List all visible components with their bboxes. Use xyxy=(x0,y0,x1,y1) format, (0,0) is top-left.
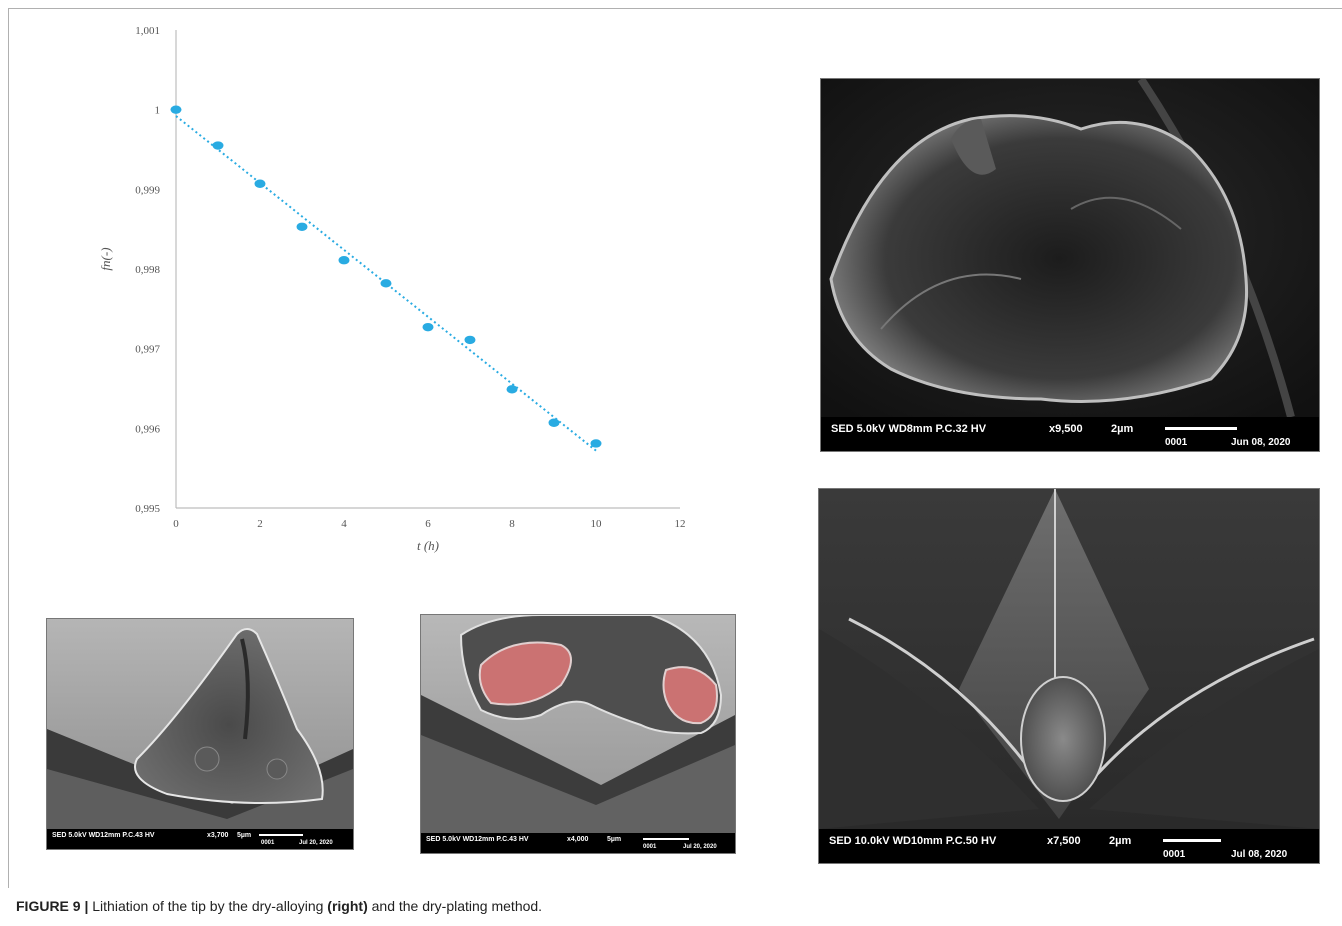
sem-magnification: x3,700 xyxy=(207,832,229,839)
x-axis-label: t (h) xyxy=(417,538,439,553)
sem-image-bottom-right: SED 10.0kV WD10mm P.C.50 HV x7,500 2µm 0… xyxy=(818,488,1320,864)
sem-image-bottom-middle: SED 5.0kV WD12mm P.C.43 HV x4,000 5µm 00… xyxy=(420,614,736,854)
sem-scale-label: 5µm xyxy=(237,832,252,839)
data-point xyxy=(548,418,560,427)
y-tick-label: 0,998 xyxy=(135,264,160,276)
sem-image-top-right: SED 5.0kV WD8mm P.C.32 HV x9,500 2µm 000… xyxy=(820,78,1320,452)
figure-frame xyxy=(8,8,1342,888)
sem-magnification: x9,500 xyxy=(1049,423,1083,435)
data-point xyxy=(422,322,434,332)
data-point xyxy=(506,385,518,394)
y-tick-label: 0,997 xyxy=(135,344,160,356)
sem-date: Jul 20, 2020 xyxy=(683,844,717,850)
caption-bold-text: (right) xyxy=(327,898,368,914)
caption-text-before: Lithiation of the tip by the dry-alloyin… xyxy=(88,898,328,914)
x-tick-label: 6 xyxy=(425,518,431,530)
sem-date: Jun 08, 2020 xyxy=(1231,437,1291,448)
data-point xyxy=(170,105,182,114)
sem-image-number: 0001 xyxy=(1165,437,1188,448)
sem-info-bar: SED 5.0kV WD8mm P.C.32 HV x9,500 2µm 000… xyxy=(821,417,1319,451)
sem-image-number: 0001 xyxy=(1163,849,1186,860)
scale-bar xyxy=(1163,839,1221,842)
x-tick-label: 4 xyxy=(341,518,347,530)
x-tick-label: 12 xyxy=(675,518,686,530)
sem-image-number: 0001 xyxy=(643,844,657,850)
data-point xyxy=(590,439,602,448)
scale-bar xyxy=(643,838,689,840)
data-point xyxy=(380,279,392,288)
sem-micrograph-tip xyxy=(819,489,1319,829)
sem-info-bar: SED 10.0kV WD10mm P.C.50 HV x7,500 2µm 0… xyxy=(819,829,1319,863)
y-tick-label: 0,996 xyxy=(135,423,160,435)
chart-axes xyxy=(175,30,680,509)
data-point xyxy=(464,335,476,345)
sem-params: SED 10.0kV WD10mm P.C.50 HV xyxy=(829,835,997,847)
data-point xyxy=(296,222,308,231)
y-tick-label: 0,995 xyxy=(135,503,160,515)
sem-date: Jul 08, 2020 xyxy=(1231,849,1288,860)
scale-bar xyxy=(259,834,303,836)
y-tick-labels: 0,995 0,996 0,997 0,998 0,999 1 1,001 xyxy=(135,25,160,515)
x-tick-label: 0 xyxy=(173,518,179,530)
sem-magnification: x7,500 xyxy=(1047,835,1081,847)
data-point xyxy=(212,141,224,150)
x-tick-label: 2 xyxy=(257,518,263,530)
scatter-chart: 0,995 0,996 0,997 0,998 0,999 1 1,001 0 2 4 6 8 10 1… xyxy=(98,25,686,553)
y-tick-label: 1 xyxy=(155,105,161,117)
sem-scale-label: 5µm xyxy=(607,836,622,843)
sem-params: SED 5.0kV WD12mm P.C.43 HV xyxy=(52,832,155,839)
sem-info-bar: SED 5.0kV WD12mm P.C.43 HV x3,700 5µm 00… xyxy=(47,829,353,849)
sem-micrograph-particle xyxy=(821,79,1319,417)
data-point xyxy=(254,179,266,188)
sem-date: Jul 20, 2020 xyxy=(299,840,333,846)
sem-params: SED 5.0kV WD8mm P.C.32 HV xyxy=(831,423,987,435)
figure-caption: FIGURE 9 | Lithiation of the tip by the … xyxy=(16,898,542,914)
y-tick-label: 1,001 xyxy=(135,25,160,37)
figure-label: FIGURE 9 | xyxy=(16,898,89,914)
sem-params: SED 5.0kV WD12mm P.C.43 HV xyxy=(426,836,529,843)
data-points xyxy=(170,105,602,448)
sem-image-number: 0001 xyxy=(261,840,275,846)
sem-scale-label: 2µm xyxy=(1111,423,1134,435)
caption-text-after: and the dry-plating method. xyxy=(367,898,543,914)
sem-image-bottom-left: SED 5.0kV WD12mm P.C.43 HV x3,700 5µm 00… xyxy=(46,618,354,850)
y-axis-label: fn(-) xyxy=(98,247,113,270)
sem-scale-label: 2µm xyxy=(1109,835,1132,847)
x-tick-label: 8 xyxy=(509,518,515,530)
scale-bar xyxy=(1165,427,1237,430)
x-tick-label: 10 xyxy=(591,518,603,530)
sem-magnification: x4,000 xyxy=(567,836,589,843)
sem-info-bar: SED 5.0kV WD12mm P.C.43 HV x4,000 5µm 00… xyxy=(421,833,735,853)
data-point xyxy=(338,256,350,265)
sem-micrograph-tip-highlighted xyxy=(421,615,735,833)
sem-micrograph-tip-plated xyxy=(47,619,353,831)
y-tick-label: 0,999 xyxy=(135,184,160,196)
x-tick-labels: 0 2 4 6 8 10 12 xyxy=(173,518,685,530)
